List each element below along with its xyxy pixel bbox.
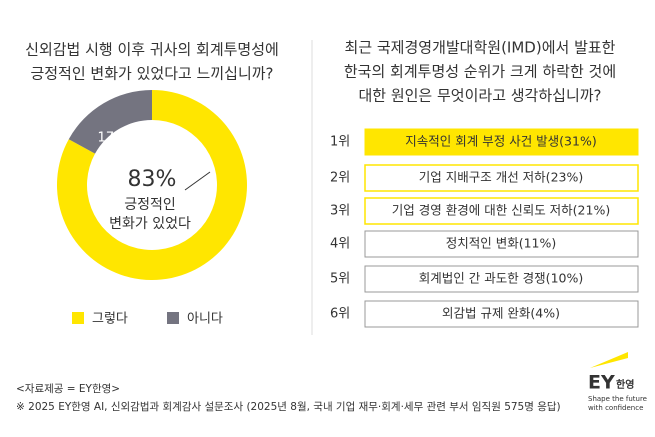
ranking-title: 대한 원인은 무엇이라고 생각하십니까? bbox=[358, 87, 601, 105]
item-box bbox=[364, 197, 639, 225]
source: <자료제공 = EY한영> bbox=[16, 383, 120, 395]
item-box bbox=[364, 164, 639, 192]
logo-sub: 한영 bbox=[616, 378, 634, 391]
value-label: 17% bbox=[98, 131, 127, 146]
ranking-title: 최근 국제경영개발대학원(IMD)에서 발표한 bbox=[345, 39, 616, 57]
chart-title: 신외감법 시행 이후 귀사의 회계투명성에 bbox=[25, 41, 279, 59]
item-box bbox=[364, 300, 639, 328]
legend-label: 그렇다 bbox=[92, 312, 128, 327]
chart-title: 긍정적인 변화가 있었다고 느끼십니까? bbox=[30, 65, 273, 83]
logo-tagline: with confidence bbox=[588, 404, 643, 412]
donut-segment bbox=[56, 90, 248, 280]
pointer bbox=[184, 171, 211, 191]
item-label: 기업 경영 환경에 대한 신뢰도 저하(21%) bbox=[392, 203, 610, 218]
legend-swatch bbox=[167, 312, 179, 324]
annotation: 변화가 있었다 bbox=[109, 216, 191, 232]
rank: 5위 bbox=[330, 272, 350, 287]
item-label: 지속적인 회계 부정 사건 발생(31%) bbox=[405, 134, 596, 149]
item-label: 회계법인 간 과도한 경쟁(10%) bbox=[419, 271, 583, 286]
legend-swatch bbox=[72, 312, 84, 324]
logo-name: EY bbox=[588, 372, 615, 394]
rank: 6위 bbox=[330, 307, 350, 322]
annotation: 긍정적인 bbox=[124, 197, 176, 213]
value-label: 83% bbox=[128, 167, 177, 192]
note: ※ 2025 EY한영 AI, 신외감법과 회계감사 설문조사 (2025년 8… bbox=[16, 400, 561, 413]
item-label: 정치적인 변화(11%) bbox=[446, 236, 557, 251]
item-label: 기업 지배구조 개선 저하(23%) bbox=[419, 170, 583, 185]
legend-label: 아니다 bbox=[187, 312, 223, 327]
item-label: 외감법 규제 완화(4%) bbox=[442, 306, 560, 321]
rank: 1위 bbox=[330, 135, 350, 150]
rank: 3위 bbox=[330, 204, 350, 219]
rank: 2위 bbox=[330, 171, 350, 186]
item-box bbox=[364, 230, 639, 258]
rank: 4위 bbox=[330, 237, 350, 252]
item-box bbox=[364, 265, 639, 293]
donut-segment bbox=[68, 90, 152, 154]
ranking-title: 한국의 회계투명성 순위가 크게 하락한 것에 bbox=[344, 63, 616, 81]
logo-beam bbox=[590, 352, 628, 368]
item-box bbox=[364, 128, 639, 156]
logo-tagline: Shape the future bbox=[588, 395, 647, 403]
